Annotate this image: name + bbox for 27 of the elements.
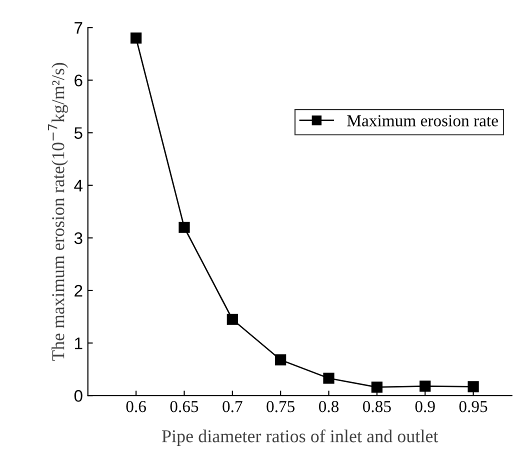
- point: [130, 32, 142, 44]
- point: [226, 314, 238, 325]
- y-tick-label: 3: [74, 232, 82, 244]
- x-tick-label: 0.9: [415, 400, 435, 412]
- y-tick-label: 1: [75, 338, 82, 350]
- y-tick-label: 0: [74, 390, 82, 402]
- x-tick-label: 0.65: [170, 400, 198, 412]
- y-axis-title: The maximum erosion rate(10$^{−7}$kg/m²/s): [48, 62, 68, 361]
- x-tick-label: 0.95: [459, 400, 488, 412]
- legend-label: Maximum erosion rate: [347, 115, 498, 126]
- y-tick-label: 6: [74, 74, 82, 86]
- y-tick-label: 7: [74, 22, 82, 34]
- point: [420, 380, 431, 392]
- y-tick-label: 5: [74, 127, 82, 139]
- x-tick-label: 0.85: [362, 400, 391, 412]
- y-tick-label: 4: [74, 180, 83, 192]
- x-tick-label: 0.7: [222, 400, 242, 412]
- y-tick-label: 2: [74, 284, 82, 296]
- point: [468, 381, 479, 392]
- point: [275, 354, 286, 366]
- x-axis-title: Pipe diameter ratios of inlet and outlet: [162, 429, 438, 446]
- x-tick-label: 0.8: [318, 400, 339, 412]
- point: [371, 382, 382, 393]
- point: [323, 372, 334, 384]
- x-tick-label: 0.75: [266, 400, 295, 412]
- x-tick-label: 0.6: [126, 400, 146, 412]
- point: [178, 222, 190, 233]
